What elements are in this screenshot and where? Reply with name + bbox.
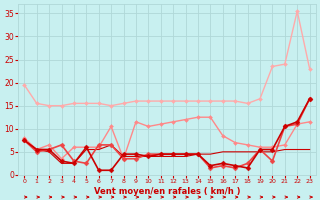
X-axis label: Vent moyen/en rafales ( km/h ): Vent moyen/en rafales ( km/h )	[94, 187, 240, 196]
